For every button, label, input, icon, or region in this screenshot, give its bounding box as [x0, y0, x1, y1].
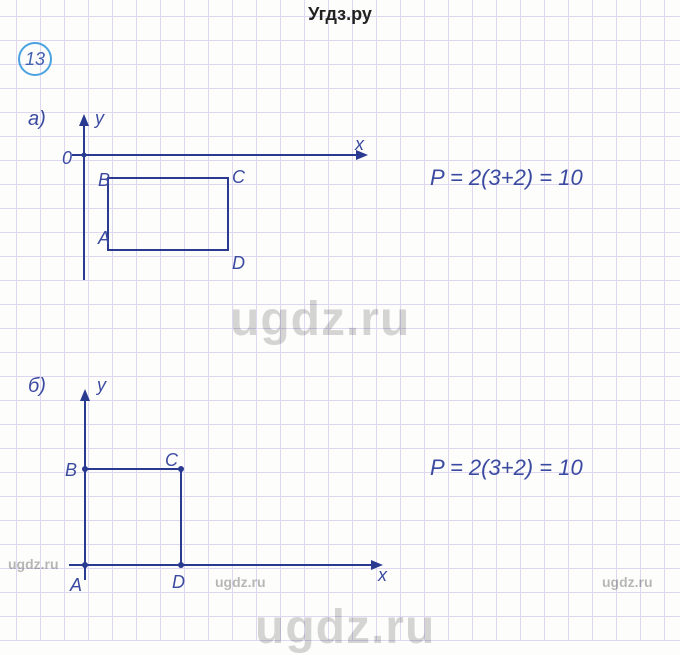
diagram-b-point-a: A — [70, 575, 82, 596]
diagram-b-y-label: y — [97, 375, 106, 396]
diagram-a-point-a: A — [98, 228, 110, 249]
problem-number-badge: 13 — [18, 42, 52, 76]
diagram-a-point-c: C — [232, 167, 245, 188]
diagram-a-formula: P = 2(3+2) = 10 — [430, 165, 583, 191]
diagram-a-x-label: x — [355, 134, 364, 155]
diagram-a-y-label: y — [95, 108, 104, 129]
subpart-b-label: б) — [28, 375, 46, 398]
watermark-small-3: ugdz.ru — [602, 574, 653, 590]
problem-number: 13 — [25, 49, 45, 70]
diagram-a — [60, 110, 380, 290]
diagram-b-formula: P = 2(3+2) = 10 — [430, 455, 583, 481]
watermark-big-1: ugdz.ru — [230, 292, 410, 347]
diagram-a-point-d: D — [232, 253, 245, 274]
diagram-a-point-b: B — [98, 170, 110, 191]
diagram-b-x-label: x — [378, 565, 387, 586]
watermark-big-2: ugdz.ru — [255, 600, 435, 655]
page-header: Угдз.ру — [0, 4, 680, 25]
diagram-b — [55, 385, 395, 595]
watermark-small-1: ugdz.ru — [8, 556, 59, 572]
diagram-b-point-b: B — [65, 460, 77, 481]
subpart-a-label: а) — [28, 108, 46, 131]
diagram-b-point-c: C — [165, 450, 178, 471]
diagram-b-point-d: D — [172, 572, 185, 593]
watermark-small-2: ugdz.ru — [215, 574, 266, 590]
diagram-a-origin: 0 — [62, 148, 72, 169]
